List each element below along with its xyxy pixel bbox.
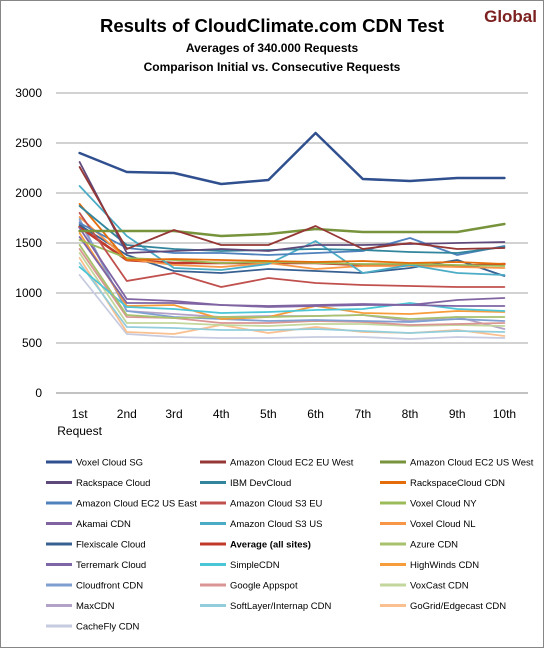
series-line	[78, 236, 506, 308]
chart-subtitle-2: Comparison Initial vs. Consecutive Reque…	[144, 60, 401, 74]
series-line	[78, 248, 506, 326]
legend-label: Akamai CDN	[76, 519, 131, 530]
legend-label: Cloudfront CDN	[76, 581, 143, 592]
legend-label: Amazon Cloud EC2 US East	[76, 499, 197, 510]
legend-label: Voxel Cloud NY	[410, 499, 477, 510]
legend-label: Voxel Cloud SG	[76, 458, 143, 469]
y-tick-label: 500	[22, 336, 42, 350]
legend-label: VoxCast CDN	[410, 581, 469, 592]
chart-title: Results of CloudClimate.com CDN Test	[100, 15, 444, 36]
legend-label: MaxCDN	[76, 601, 115, 612]
axes: 0 500 1000 1500 2000 2500 3000 1st 2nd 3rd 4th 5th 6…	[15, 86, 528, 438]
y-tick-label: 1500	[15, 236, 42, 250]
x-tick-label: 4th	[213, 407, 230, 421]
region-badge: Global	[484, 7, 537, 26]
legend-label: Azure CDN	[410, 540, 458, 551]
series-line	[78, 222, 506, 238]
y-tick-label: 1000	[15, 286, 42, 300]
series-line	[78, 262, 506, 334]
legend-label: Amazon Cloud EC2 US West	[410, 458, 534, 469]
series-line	[78, 216, 506, 270]
legend-label: Rackspace Cloud	[76, 478, 150, 489]
series-line	[78, 274, 506, 340]
legend-label: Amazon Cloud EC2 EU West	[230, 458, 354, 469]
legend-label: RackspaceCloud CDN	[410, 478, 505, 489]
series-line	[78, 203, 506, 265]
series-line	[78, 218, 506, 323]
chart-subtitle-1: Averages of 340.000 Requests	[186, 41, 359, 55]
x-tick-label: 8th	[402, 407, 419, 421]
x-tick-label: 1st	[72, 407, 89, 421]
gridlines	[56, 92, 528, 344]
legend-label: GoGrid/Edgecast CDN	[410, 601, 506, 612]
x-tick-label: 9th	[449, 407, 466, 421]
legend-label: Voxel Cloud NL	[410, 519, 475, 530]
legend-label: IBM DevCloud	[230, 478, 291, 489]
legend-label: HighWinds CDN	[410, 560, 479, 571]
series-line	[78, 252, 506, 327]
series-line	[78, 131, 506, 186]
y-tick-label: 2000	[15, 186, 42, 200]
series-line	[78, 212, 506, 288]
y-tick-label: 2500	[15, 136, 42, 150]
legend-label: Terremark Cloud	[76, 560, 146, 571]
legend-label: Amazon Cloud S3 EU	[230, 499, 323, 510]
series-line	[78, 244, 506, 320]
y-tick-label: 0	[35, 386, 42, 400]
legend-label: Average (all sites)	[230, 540, 311, 551]
x-tick-label: 10th	[493, 407, 516, 421]
series-line	[78, 205, 506, 254]
legend-label: Flexiscale Cloud	[76, 540, 146, 551]
x-axis-title: Request	[57, 424, 102, 438]
legend-label: SoftLayer/Internap CDN	[230, 601, 332, 612]
legend-label: SimpleCDN	[230, 560, 280, 571]
x-tick-label: 3rd	[165, 407, 182, 421]
x-tick-label: 6th	[307, 407, 324, 421]
series-line	[78, 227, 506, 307]
legend-label: Amazon Cloud S3 US	[230, 519, 322, 530]
series-lines	[78, 131, 506, 340]
x-tick-label: 7th	[354, 407, 371, 421]
x-tick-label: 5th	[260, 407, 277, 421]
legend-label: Google Appspot	[230, 581, 298, 592]
legend-label: CacheFly CDN	[76, 622, 139, 633]
series-line	[78, 161, 506, 254]
x-tick-label: 2nd	[117, 407, 137, 421]
legend: Voxel Cloud SG Amazon Cloud EC2 EU West Am…	[46, 458, 534, 633]
y-tick-label: 3000	[15, 86, 42, 100]
series-line	[78, 166, 506, 250]
